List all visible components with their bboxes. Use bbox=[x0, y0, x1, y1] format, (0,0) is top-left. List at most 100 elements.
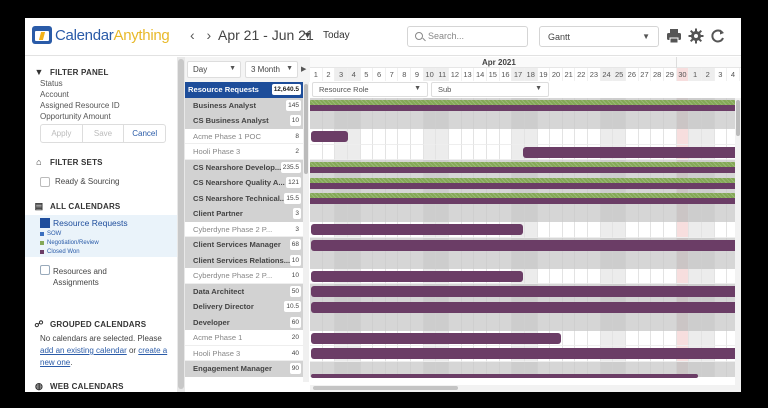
gantt-cell[interactable] bbox=[626, 222, 639, 238]
gantt-cell[interactable] bbox=[398, 129, 412, 145]
gantt-cell[interactable] bbox=[588, 222, 601, 238]
negotiation-event-bar[interactable] bbox=[310, 177, 735, 183]
gantt-cell[interactable] bbox=[676, 330, 690, 346]
gantt-cell[interactable] bbox=[600, 268, 614, 284]
create-new-calendar-link[interactable]: create a new one bbox=[40, 346, 168, 367]
resource-row[interactable]: CS Business Analyst 10 bbox=[185, 113, 303, 129]
sidebar-scrollbar[interactable] bbox=[177, 57, 185, 392]
gantt-cell[interactable] bbox=[701, 206, 715, 222]
gantt-cell[interactable] bbox=[613, 268, 627, 284]
gantt-cell[interactable] bbox=[335, 361, 348, 377]
gantt-cell[interactable] bbox=[524, 206, 538, 222]
gantt-cell[interactable] bbox=[524, 315, 538, 331]
closed-won-event-bar[interactable] bbox=[523, 146, 735, 158]
gantt-cell[interactable] bbox=[423, 253, 437, 269]
gantt-cell[interactable] bbox=[714, 113, 728, 129]
gantt-cell[interactable] bbox=[385, 253, 399, 269]
gantt-cell[interactable] bbox=[524, 253, 538, 269]
gantt-cell[interactable] bbox=[486, 206, 500, 222]
gantt-cell[interactable] bbox=[449, 129, 462, 145]
gantt-cell[interactable] bbox=[411, 315, 424, 331]
gantt-cell[interactable] bbox=[398, 361, 412, 377]
gantt-cell[interactable] bbox=[335, 144, 348, 160]
gantt-cell[interactable] bbox=[360, 315, 374, 331]
resource-row[interactable]: CS Nearshore Develop... 235.5 bbox=[185, 159, 303, 175]
gantt-cell[interactable] bbox=[714, 129, 728, 145]
gantt-cell[interactable] bbox=[486, 253, 500, 269]
gantt-cell[interactable] bbox=[714, 315, 728, 331]
gantt-cell[interactable] bbox=[436, 361, 450, 377]
gantt-cell[interactable] bbox=[626, 206, 639, 222]
gantt-cell[interactable] bbox=[449, 113, 462, 129]
resource-row[interactable]: CS Nearshore Quality A... 121 bbox=[185, 175, 303, 191]
gantt-cell[interactable] bbox=[651, 113, 664, 129]
resource-scroll-thumb[interactable] bbox=[304, 84, 308, 174]
gantt-cell[interactable] bbox=[550, 253, 563, 269]
resource-scrollbar[interactable] bbox=[303, 82, 309, 382]
resources-assignments-label[interactable]: Resources and Assignments bbox=[53, 267, 107, 287]
web-calendars-title[interactable]: ◍ WEB CALENDARS bbox=[34, 381, 124, 391]
gantt-cell[interactable] bbox=[613, 253, 627, 269]
all-calendars-title[interactable]: ▤ ALL CALENDARS bbox=[34, 201, 121, 211]
gantt-cell[interactable] bbox=[626, 129, 639, 145]
resource-header-row[interactable]: Resource Requests 12,640.5 bbox=[185, 82, 303, 98]
gantt-cell[interactable] bbox=[423, 361, 437, 377]
gantt-cell[interactable] bbox=[335, 113, 348, 129]
gantt-cell[interactable] bbox=[322, 361, 336, 377]
apply-button[interactable]: Apply bbox=[41, 125, 83, 142]
gantt-cell[interactable] bbox=[575, 330, 589, 346]
gantt-cell[interactable] bbox=[613, 206, 627, 222]
resource-row[interactable]: Client Partner 3 bbox=[185, 206, 303, 222]
gantt-cell[interactable] bbox=[537, 222, 551, 238]
gantt-cell[interactable] bbox=[626, 253, 639, 269]
gantt-cell[interactable] bbox=[663, 222, 677, 238]
gantt-cell[interactable] bbox=[499, 206, 513, 222]
gantt-cell[interactable] bbox=[651, 361, 664, 377]
gantt-cell[interactable] bbox=[550, 315, 563, 331]
gantt-cell[interactable] bbox=[600, 129, 614, 145]
gantt-cell[interactable] bbox=[651, 315, 664, 331]
gantt-cell[interactable] bbox=[651, 206, 664, 222]
expand-arrow-icon[interactable]: ▶ bbox=[301, 66, 307, 73]
gantt-cell[interactable] bbox=[689, 330, 702, 346]
gantt-cell[interactable] bbox=[600, 206, 614, 222]
gantt-cell[interactable] bbox=[449, 361, 462, 377]
gantt-cell[interactable] bbox=[600, 253, 614, 269]
gantt-cell[interactable] bbox=[714, 206, 728, 222]
gantt-cell[interactable] bbox=[310, 206, 323, 222]
gantt-cell[interactable] bbox=[322, 253, 336, 269]
gantt-cell[interactable] bbox=[499, 144, 513, 160]
cancel-button[interactable]: Cancel bbox=[132, 129, 158, 138]
gantt-cell[interactable] bbox=[550, 222, 563, 238]
gantt-cell[interactable] bbox=[322, 144, 336, 160]
gantt-cell[interactable] bbox=[689, 268, 702, 284]
gantt-cell[interactable] bbox=[638, 268, 652, 284]
gantt-cell[interactable] bbox=[689, 113, 702, 129]
gantt-hscroll-thumb[interactable] bbox=[313, 386, 458, 390]
gantt-cell[interactable] bbox=[651, 222, 664, 238]
gantt-cell[interactable] bbox=[398, 253, 412, 269]
gantt-cell[interactable] bbox=[411, 144, 424, 160]
resource-row[interactable]: Hooli Phase 3 40 bbox=[185, 345, 303, 361]
gantt-cell[interactable] bbox=[499, 129, 513, 145]
gantt-cell[interactable] bbox=[411, 253, 424, 269]
gantt-cell[interactable] bbox=[562, 330, 576, 346]
gantt-cell[interactable] bbox=[310, 361, 323, 377]
gantt-cell[interactable] bbox=[714, 253, 728, 269]
gantt-cell[interactable] bbox=[676, 206, 690, 222]
gantt-cell[interactable] bbox=[575, 253, 589, 269]
gantt-cell[interactable] bbox=[474, 315, 487, 331]
grouped-calendars-title[interactable]: ☍ GROUPED CALENDARS bbox=[34, 319, 147, 329]
gantt-cell[interactable] bbox=[663, 315, 677, 331]
gantt-cell[interactable] bbox=[398, 315, 412, 331]
gantt-cell[interactable] bbox=[550, 268, 563, 284]
gantt-cell[interactable] bbox=[335, 315, 348, 331]
gantt-cell[interactable] bbox=[411, 361, 424, 377]
gantt-cell[interactable] bbox=[701, 361, 715, 377]
gantt-cell[interactable] bbox=[588, 129, 601, 145]
gantt-cell[interactable] bbox=[562, 253, 576, 269]
resource-row[interactable]: Delivery Director 10.5 bbox=[185, 299, 303, 315]
resource-row[interactable]: Acme Phase 1 20 bbox=[185, 330, 303, 346]
gantt-cell[interactable] bbox=[562, 129, 576, 145]
gantt-cell[interactable] bbox=[524, 268, 538, 284]
